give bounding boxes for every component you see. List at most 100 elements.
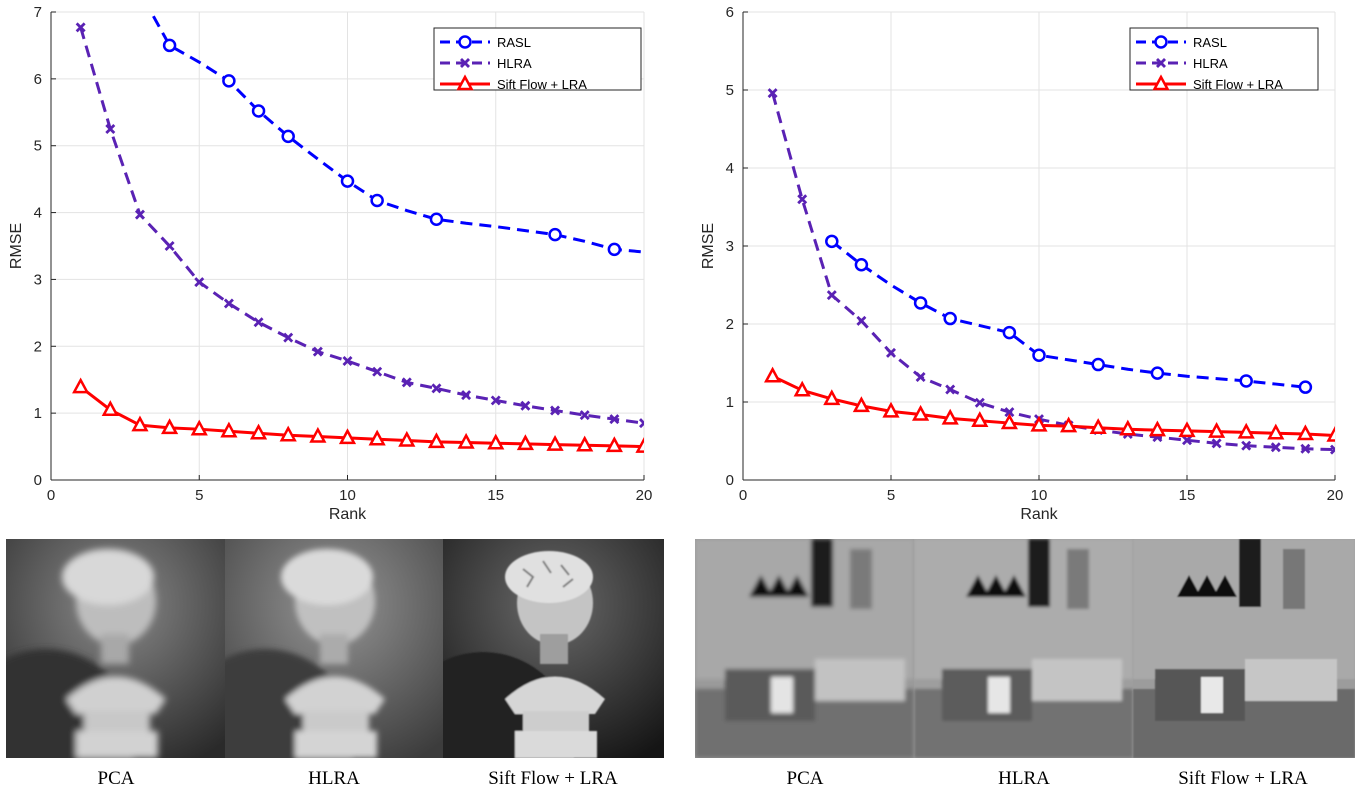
data-point	[368, 429, 386, 446]
data-point	[1241, 440, 1252, 451]
data-point	[1300, 443, 1311, 454]
data-point	[487, 433, 505, 450]
data-point	[340, 174, 355, 188]
data-point	[1119, 419, 1137, 436]
data-point	[312, 346, 323, 357]
data-point	[401, 377, 412, 388]
data-point	[134, 209, 145, 220]
y-tick-label: 5	[34, 138, 42, 155]
data-point	[767, 88, 778, 99]
y-tick-label: 1	[34, 405, 42, 422]
data-point	[338, 428, 357, 445]
data-point	[797, 194, 808, 205]
legend-marker	[456, 74, 474, 91]
y-tick-label: 4	[34, 205, 42, 222]
data-point	[309, 426, 327, 443]
data-point	[579, 410, 590, 421]
data-point	[490, 395, 501, 406]
data-point	[1208, 422, 1226, 438]
data-point	[398, 430, 416, 447]
data-point	[1182, 435, 1192, 446]
y-tick-label: 7	[34, 4, 42, 21]
data-point	[281, 129, 295, 144]
data-point	[1004, 407, 1015, 418]
data-point	[854, 257, 869, 272]
data-point	[823, 389, 841, 406]
bust-image-hlra	[225, 539, 443, 758]
data-point	[162, 38, 177, 53]
data-point	[825, 234, 839, 249]
data-point	[852, 396, 870, 413]
y-tick-label: 1	[726, 394, 734, 411]
bust-image-siftflow-lra	[443, 539, 664, 758]
x-tick-label: 5	[887, 487, 895, 504]
series-group	[764, 88, 1335, 455]
data-point	[915, 372, 926, 383]
data-point	[971, 411, 989, 427]
data-point	[131, 415, 149, 432]
caption-left-siftflow-lra: Sift Flow + LRA	[488, 768, 618, 789]
y-tick-label: 4	[726, 160, 734, 177]
y-tick-label: 6	[34, 71, 42, 88]
data-point	[639, 418, 644, 429]
y-tick-label: 6	[726, 4, 734, 21]
caption-left-hlra: HLRA	[308, 768, 360, 789]
data-point	[886, 347, 896, 358]
data-point	[1326, 425, 1335, 442]
data-point	[190, 419, 208, 436]
legend-marker	[460, 58, 470, 68]
data-point	[516, 434, 534, 451]
data-point	[161, 418, 179, 435]
legend-label: RASL	[497, 35, 531, 50]
y-tick-label: 2	[34, 338, 42, 355]
data-point	[856, 315, 867, 326]
legend-marker	[1152, 74, 1170, 91]
data-point	[1270, 442, 1281, 453]
x-axis-label: Rank	[1020, 506, 1058, 523]
data-point	[1211, 438, 1222, 449]
caption-right-siftflow-lra: Sift Flow + LRA	[1178, 768, 1308, 789]
y-tick-label: 3	[34, 271, 42, 288]
data-point	[635, 436, 644, 453]
data-point	[223, 298, 234, 309]
y-tick-label: 3	[726, 238, 734, 255]
data-point	[431, 383, 442, 394]
data-point	[222, 74, 236, 88]
data-point	[945, 384, 956, 395]
x-tick-label: 0	[739, 487, 747, 504]
legend-marker	[458, 35, 472, 49]
data-point	[461, 390, 472, 401]
rmse-chart-right: 0 5 10 15 20 0 1 2 3 4 5 6 Rank RMSE RASL HLRA Sift Flow…	[700, 4, 1344, 523]
caption-right-hlra: HLRA	[998, 768, 1050, 789]
caption-left-pca: PCA	[97, 768, 135, 789]
data-point	[1237, 422, 1255, 439]
y-axis-label: RMSE	[700, 223, 717, 269]
data-point	[1000, 413, 1018, 430]
data-point	[220, 421, 238, 438]
data-point	[427, 432, 446, 449]
data-point	[249, 423, 268, 440]
y-tick-label: 0	[34, 472, 42, 489]
data-point	[605, 436, 623, 453]
x-tick-label: 15	[487, 487, 504, 504]
data-point	[550, 405, 561, 416]
data-point	[429, 212, 444, 227]
data-point	[194, 277, 205, 288]
data-point	[251, 104, 266, 118]
data-point	[941, 408, 959, 425]
room-image-pca	[695, 539, 914, 758]
legend-label: Sift Flow + LRA	[1193, 77, 1283, 92]
legend-label: HLRA	[497, 56, 532, 71]
legend: RASL HLRA Sift Flow + LRA	[433, 27, 642, 92]
data-point	[576, 435, 594, 452]
x-tick-label: 20	[1327, 487, 1344, 504]
data-point	[793, 380, 811, 397]
data-point	[826, 290, 837, 301]
x-tick-label: 5	[195, 487, 203, 504]
data-point	[882, 401, 900, 418]
data-point	[1178, 421, 1196, 438]
data-point	[1330, 444, 1335, 455]
data-point	[342, 356, 353, 366]
data-point	[370, 193, 384, 208]
